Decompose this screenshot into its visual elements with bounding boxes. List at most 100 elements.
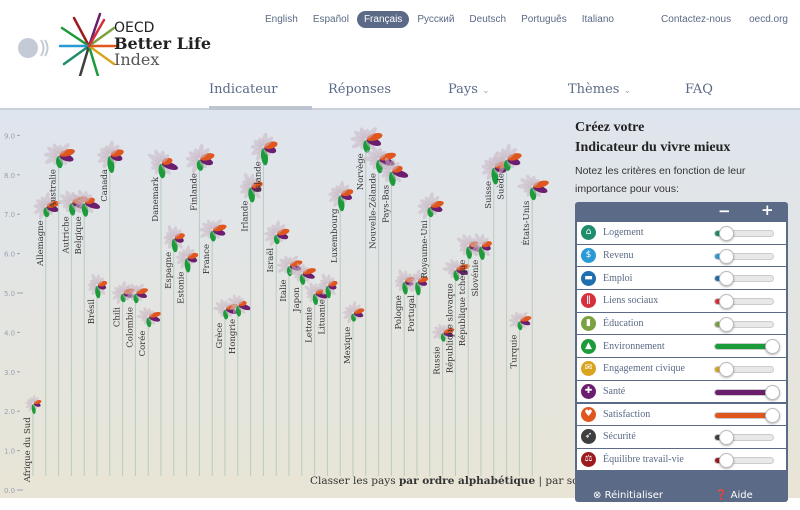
- criterion-label: Équilibre travail-vie: [603, 454, 684, 466]
- country-flower[interactable]: [87, 273, 108, 299]
- country-flower[interactable]: [123, 283, 149, 304]
- country-flower[interactable]: [276, 254, 303, 277]
- slider-knob[interactable]: [719, 226, 734, 241]
- lang-francais[interactable]: Français: [356, 11, 410, 28]
- logo-line3: Index: [114, 50, 160, 69]
- country-flower[interactable]: [97, 140, 125, 174]
- country-flower[interactable]: [417, 192, 444, 221]
- country-flower[interactable]: [239, 172, 263, 203]
- slider-knob[interactable]: [719, 248, 734, 264]
- contact-link[interactable]: Contactez-nous: [661, 14, 732, 25]
- flower-petal: [519, 311, 528, 321]
- tab-faq[interactable]: FAQ: [685, 82, 713, 97]
- lang-espanol[interactable]: Español: [312, 14, 349, 25]
- slider-knob[interactable]: [719, 316, 734, 332]
- tab-themes[interactable]: Thèmes ⌄: [568, 82, 631, 97]
- country-flower[interactable]: [303, 282, 328, 306]
- y-tick-label: 4.0: [4, 329, 15, 337]
- flower-chart[interactable]: 0.0 1.0 2.0 3.0 4.0 5.0 6.0 7.0 8.0 9.0 Afrique du…: [0, 110, 565, 498]
- sort-alphabetical-link[interactable]: par ordre alphabétique: [398, 475, 536, 487]
- country-flower[interactable]: [163, 224, 185, 253]
- country-flower[interactable]: [517, 174, 549, 201]
- flower-petal: [481, 237, 489, 246]
- reset-label: Réinitialiser: [604, 490, 663, 501]
- criterion-label: Engagement civique: [603, 363, 685, 375]
- slider-knob[interactable]: [719, 362, 734, 378]
- country-flower[interactable]: [176, 245, 199, 273]
- country-flower[interactable]: [250, 132, 278, 166]
- oecd-org-link[interactable]: oecd.org: [749, 14, 788, 25]
- tab-reponses[interactable]: Réponses: [328, 82, 392, 97]
- tab-indicateur[interactable]: Indicateur: [209, 82, 278, 97]
- flower-petal: [403, 270, 408, 281]
- slider-knob[interactable]: [719, 271, 734, 287]
- lang-portugues[interactable]: Português: [521, 14, 567, 25]
- weight-slider[interactable]: [714, 339, 780, 355]
- weight-slider[interactable]: [714, 452, 774, 468]
- country-flower[interactable]: [264, 220, 290, 247]
- country-flower[interactable]: [43, 142, 76, 169]
- flower-petal: [198, 143, 204, 159]
- slider-knob[interactable]: [719, 430, 734, 446]
- country-label: Russie: [433, 346, 443, 374]
- country-flower[interactable]: [318, 273, 338, 299]
- country-flower[interactable]: [342, 301, 365, 324]
- slider-knob[interactable]: [765, 339, 780, 355]
- country-flower[interactable]: [199, 218, 227, 242]
- help-button[interactable]: ❓ Aide: [715, 490, 753, 501]
- plus-label: +: [761, 201, 774, 219]
- country-label: Corée: [137, 331, 148, 357]
- country-label: Colombie: [125, 307, 135, 348]
- weight-slider[interactable]: [714, 294, 774, 310]
- country-flower[interactable]: [33, 192, 60, 221]
- country-flower[interactable]: [136, 307, 162, 328]
- y-tick-label: 6.0: [4, 251, 15, 259]
- country-flower[interactable]: [71, 189, 101, 217]
- slider-knob[interactable]: [765, 407, 780, 423]
- country-flower[interactable]: [289, 262, 317, 285]
- reset-button[interactable]: ⊗ Réinitialiser: [593, 490, 663, 501]
- tab-pays[interactable]: Pays ⌄: [448, 82, 490, 97]
- country-flower[interactable]: [350, 126, 384, 154]
- lang-english[interactable]: English: [265, 14, 298, 25]
- weight-slider[interactable]: [714, 430, 774, 446]
- slider-knob[interactable]: [719, 294, 734, 310]
- main-area: 0.0 1.0 2.0 3.0 4.0 5.0 6.0 7.0 8.0 9.0 Afrique du…: [0, 110, 800, 502]
- country-flower[interactable]: [377, 157, 409, 187]
- slider-knob[interactable]: [719, 452, 734, 468]
- country-flower[interactable]: [328, 180, 354, 212]
- tab-themes-label: Thèmes: [568, 82, 620, 97]
- weight-slider[interactable]: [714, 316, 774, 332]
- country-flower[interactable]: [406, 269, 429, 296]
- panel-title-line1: Créez votre: [575, 120, 645, 135]
- country-flower[interactable]: [227, 294, 252, 317]
- lang-russian[interactable]: Русский: [417, 14, 455, 25]
- country-flower[interactable]: [147, 149, 179, 179]
- criterion-row: ǁ Liens sociaux: [577, 290, 786, 313]
- weight-slider[interactable]: [714, 407, 780, 423]
- lang-italiano[interactable]: Italiano: [581, 14, 614, 25]
- flower-petal: [398, 269, 405, 281]
- weight-slider[interactable]: [714, 248, 774, 264]
- country-flower[interactable]: [432, 323, 455, 342]
- flower-petal: [456, 237, 468, 246]
- country-label: Autriche: [61, 216, 71, 254]
- country-label: Brésil: [86, 299, 97, 324]
- country-label: République slovaque: [444, 283, 455, 373]
- country-flower[interactable]: [493, 143, 523, 174]
- weight-slider[interactable]: [714, 226, 774, 241]
- flower-petal: [314, 286, 322, 293]
- country-flower[interactable]: [185, 143, 216, 174]
- flower-petal: [466, 235, 472, 245]
- country-flower[interactable]: [25, 394, 42, 415]
- country-flower[interactable]: [442, 258, 470, 282]
- country-flower[interactable]: [471, 232, 493, 260]
- oecd-logo[interactable]: [14, 6, 204, 76]
- slider-knob[interactable]: [765, 384, 780, 400]
- country-flower[interactable]: [508, 311, 532, 331]
- weight-slider[interactable]: [714, 362, 774, 378]
- weight-slider[interactable]: [714, 384, 780, 400]
- weight-slider[interactable]: [714, 271, 774, 287]
- lang-deutsch[interactable]: Deutsch: [469, 14, 507, 25]
- panel-title-line2: Indicateur du vivre mieux: [575, 140, 731, 155]
